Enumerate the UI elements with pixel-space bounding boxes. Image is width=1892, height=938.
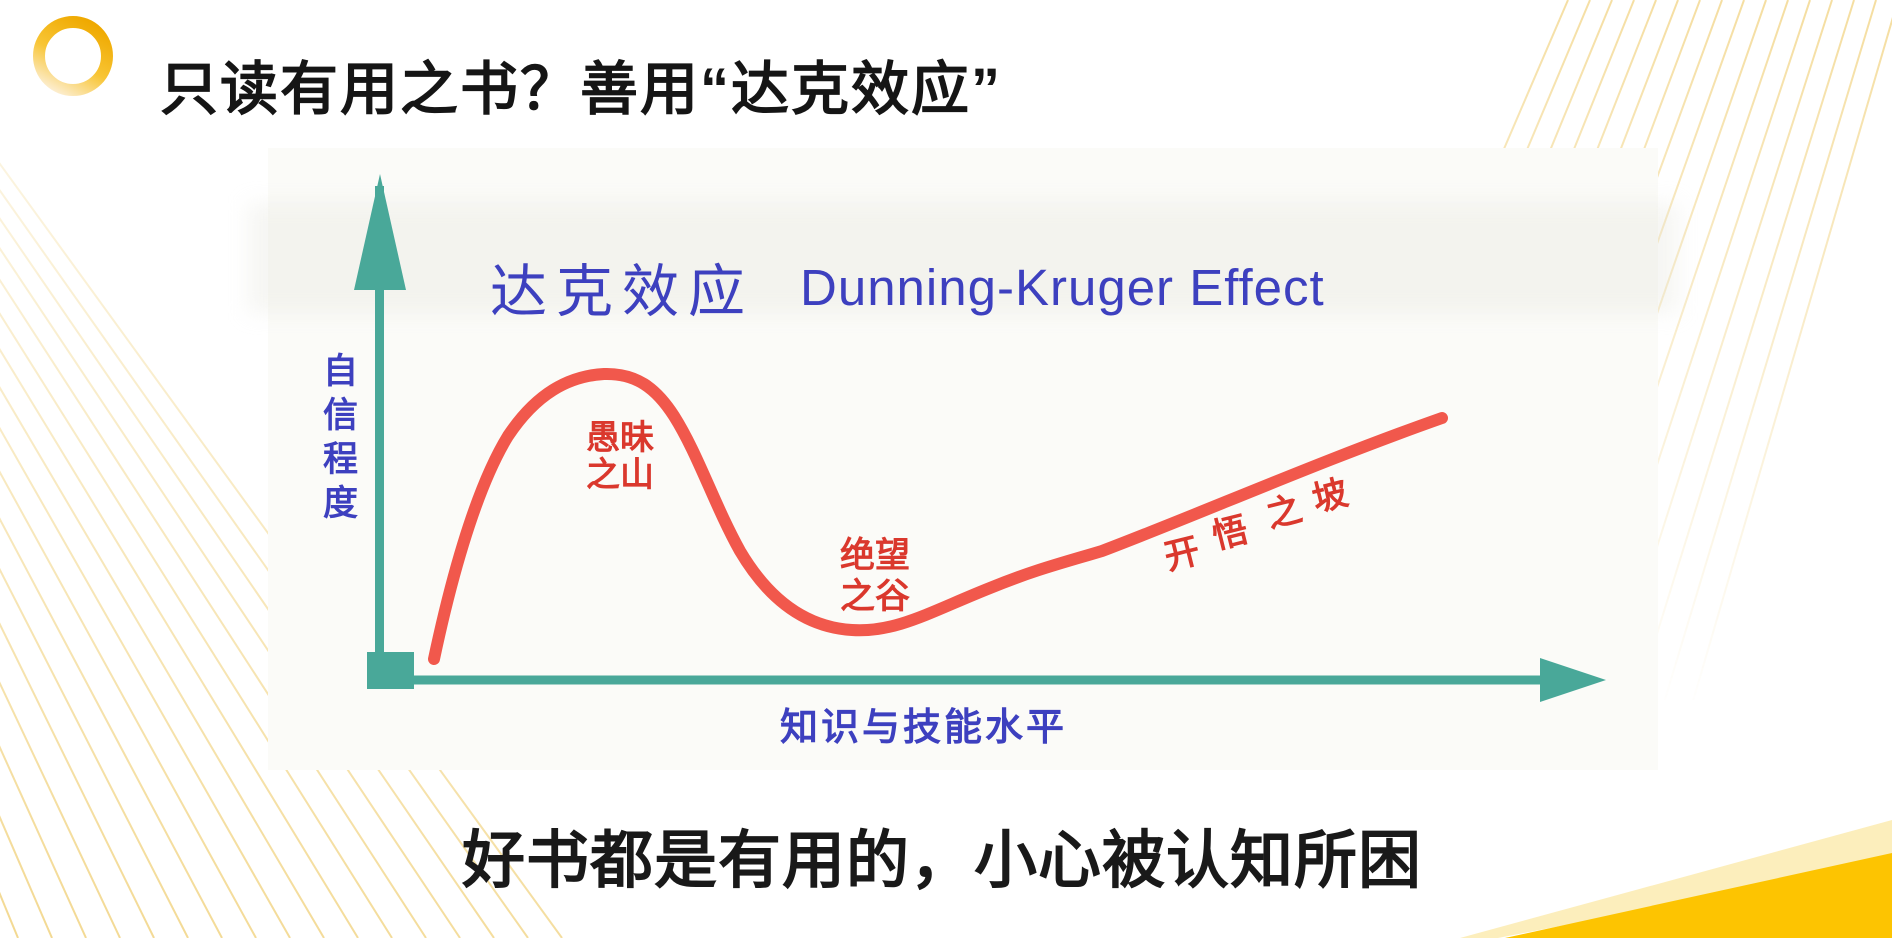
y-axis-arrowhead-icon xyxy=(354,174,406,290)
x-axis-line xyxy=(408,675,1540,685)
chart-photo-tint xyxy=(248,203,1678,313)
chart-axes-and-curve xyxy=(354,174,1606,702)
x-axis-arrowhead-icon xyxy=(1540,658,1606,702)
annotation-mount-stupid: 愚昧 之山 xyxy=(558,420,682,494)
y-axis-label: 自信程度 xyxy=(318,352,357,528)
annotation-mount-stupid-line1: 愚昧 xyxy=(586,419,654,457)
origin-square xyxy=(367,652,414,689)
y-axis-line xyxy=(375,186,384,664)
slide-footer-text: 好书都是有用的，小心被认知所困 xyxy=(462,826,1422,896)
chart-title-en: Dunning-Kruger Effect xyxy=(800,259,1325,316)
dunning-kruger-chart: 达克效应 Dunning-Kruger Effect 自信程度 知识与技能水平 … xyxy=(248,148,1678,770)
gold-ring-logo-icon xyxy=(33,16,113,96)
chart-title-zh: 达克效应 xyxy=(490,260,754,324)
x-axis-label: 知识与技能水平 xyxy=(780,707,1068,749)
annotation-valley-line2: 之谷 xyxy=(839,577,910,616)
annotation-mount-stupid-line2: 之山 xyxy=(586,456,654,494)
gold-corner-wedge xyxy=(1460,820,1892,938)
slide-title: 只读有用之书？善用“达克效应” xyxy=(160,56,1003,122)
annotation-valley-of-despair: 绝望 之谷 xyxy=(813,535,937,617)
confidence-curve xyxy=(428,367,1448,665)
annotation-valley-line1: 绝望 xyxy=(839,536,910,575)
